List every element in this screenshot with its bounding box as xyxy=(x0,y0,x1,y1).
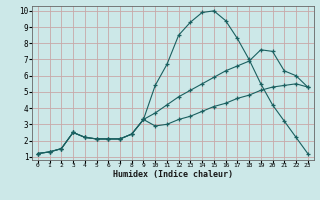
X-axis label: Humidex (Indice chaleur): Humidex (Indice chaleur) xyxy=(113,170,233,179)
